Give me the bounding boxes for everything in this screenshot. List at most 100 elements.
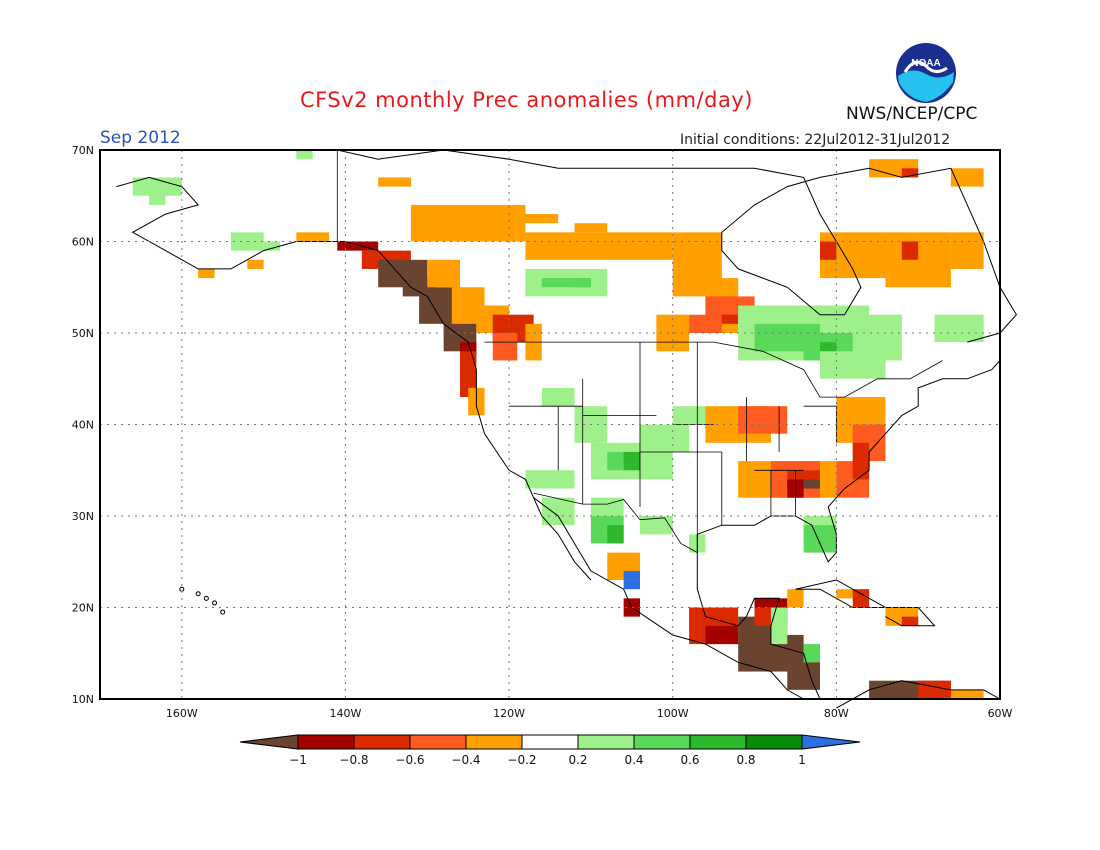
anomaly-cell xyxy=(689,314,722,333)
anomaly-cell xyxy=(476,214,559,224)
colorbar-label: 0.2 xyxy=(568,753,587,767)
anomaly-cell xyxy=(950,689,984,699)
colorbar-label: −0.8 xyxy=(339,753,368,767)
lat-label: 40N xyxy=(72,419,94,432)
border-line xyxy=(533,492,698,553)
lat-label: 70N xyxy=(72,144,94,157)
anomaly-cell xyxy=(525,470,575,489)
anomaly-cell xyxy=(607,525,624,544)
anomaly-cell xyxy=(738,406,788,434)
anomaly-cell xyxy=(901,616,919,626)
coastline xyxy=(696,360,1001,563)
forecast-period: Sep 2012 xyxy=(100,128,181,148)
anomaly-cell xyxy=(623,451,640,471)
map-frame xyxy=(99,149,1001,700)
border-line xyxy=(484,341,943,398)
anomaly-cell xyxy=(492,333,518,361)
coastline xyxy=(116,176,804,700)
anomaly-cell xyxy=(460,351,477,398)
colorbar-label: −0.6 xyxy=(395,753,424,767)
island xyxy=(179,586,185,592)
coastline xyxy=(885,607,936,627)
latitude-labels: 70N 60N 50N 40N 30N 20N 10N xyxy=(72,144,94,706)
colorbar-label: −1 xyxy=(289,753,307,767)
colorbar-label: −0.4 xyxy=(451,753,480,767)
coastline xyxy=(533,497,592,581)
longitude-labels: 160W 140W 120W 100W 80W 60W xyxy=(166,707,1013,720)
anomaly-cell xyxy=(149,186,166,205)
anomaly-cell xyxy=(852,461,870,480)
island xyxy=(203,595,209,601)
anomaly-cell xyxy=(803,479,820,489)
anomaly-cell xyxy=(803,525,837,553)
lat-label: 50N xyxy=(72,327,94,340)
colorbar-segment xyxy=(689,734,747,750)
anomaly-cell xyxy=(427,259,460,288)
anomaly-cell xyxy=(705,625,739,645)
agency-label: NWS/NCEP/CPC xyxy=(846,104,978,124)
coastlines xyxy=(116,149,1018,709)
lat-lon-grid xyxy=(100,150,1000,699)
anomaly-cell xyxy=(541,278,591,288)
colorbar-segment xyxy=(465,734,523,750)
lat-label: 30N xyxy=(72,510,94,523)
lon-label: 60W xyxy=(988,707,1013,720)
colorbar-segment xyxy=(409,734,467,750)
colorbar-label: 0.8 xyxy=(736,753,755,767)
anomaly-cell xyxy=(950,232,984,269)
colorbar-segment xyxy=(577,734,635,750)
svg-text:NOAA: NOAA xyxy=(911,58,940,69)
anomaly-cell xyxy=(770,607,788,645)
island xyxy=(195,591,201,597)
lon-label: 100W xyxy=(657,707,689,720)
noaa-logo: NOAA xyxy=(896,43,956,103)
anomaly-cell xyxy=(918,680,951,699)
anomaly-cell xyxy=(263,241,280,251)
lat-label: 60N xyxy=(72,236,94,249)
map-title: CFSv2 monthly Prec anomalies (mm/day) xyxy=(300,88,753,112)
colorbar-arrow-high xyxy=(801,734,861,750)
anomaly-cell xyxy=(640,516,673,535)
anomaly-cell xyxy=(198,268,215,279)
colorbar: −1 −0.8 −0.6 −0.4 −0.2 0.2 0.4 0.6 0.8 1 xyxy=(239,734,861,767)
lat-label: 10N xyxy=(72,693,94,706)
anomaly-cell xyxy=(934,314,984,343)
anomaly-cell xyxy=(820,241,837,260)
anomaly-cell xyxy=(672,406,706,425)
anomaly-cell xyxy=(901,168,919,178)
anomaly-cell xyxy=(574,278,591,288)
anomaly-cell xyxy=(672,232,722,269)
anomaly-cell xyxy=(852,589,870,608)
anomaly-cell xyxy=(296,232,330,242)
colorbar-arrow-low xyxy=(239,734,299,750)
anomaly-cell xyxy=(623,570,640,581)
anomaly-cell xyxy=(337,241,379,251)
anomaly-cell xyxy=(378,177,411,187)
anomaly-cell xyxy=(296,150,313,160)
anomaly-cell xyxy=(247,259,264,269)
coastline xyxy=(836,680,1001,709)
anomaly-cell xyxy=(541,497,575,526)
colorbar-segment xyxy=(297,734,355,750)
lon-label: 160W xyxy=(166,707,198,720)
island xyxy=(212,600,218,606)
lon-label: 140W xyxy=(330,707,362,720)
lon-label: 80W xyxy=(824,707,849,720)
political-boundaries xyxy=(336,150,943,553)
anomaly-cell xyxy=(541,387,575,407)
coastline xyxy=(337,149,1018,343)
anomaly-cell xyxy=(640,424,690,452)
initial-conditions: Initial conditions: 22Jul2012-31Jul2012 xyxy=(680,132,951,148)
anomaly-cell xyxy=(820,342,837,352)
colorbar-label: 0.4 xyxy=(624,753,643,767)
lat-label: 20N xyxy=(72,602,94,615)
colorbar-segment xyxy=(353,734,411,750)
colorbar-segment xyxy=(521,734,579,750)
anomaly-cell xyxy=(901,241,919,260)
anomaly-cell xyxy=(803,644,820,663)
anomaly-cell xyxy=(869,314,902,361)
colorbar-label: −0.2 xyxy=(507,753,536,767)
colorbar-segment xyxy=(633,734,691,750)
anomaly-cell xyxy=(950,168,984,187)
